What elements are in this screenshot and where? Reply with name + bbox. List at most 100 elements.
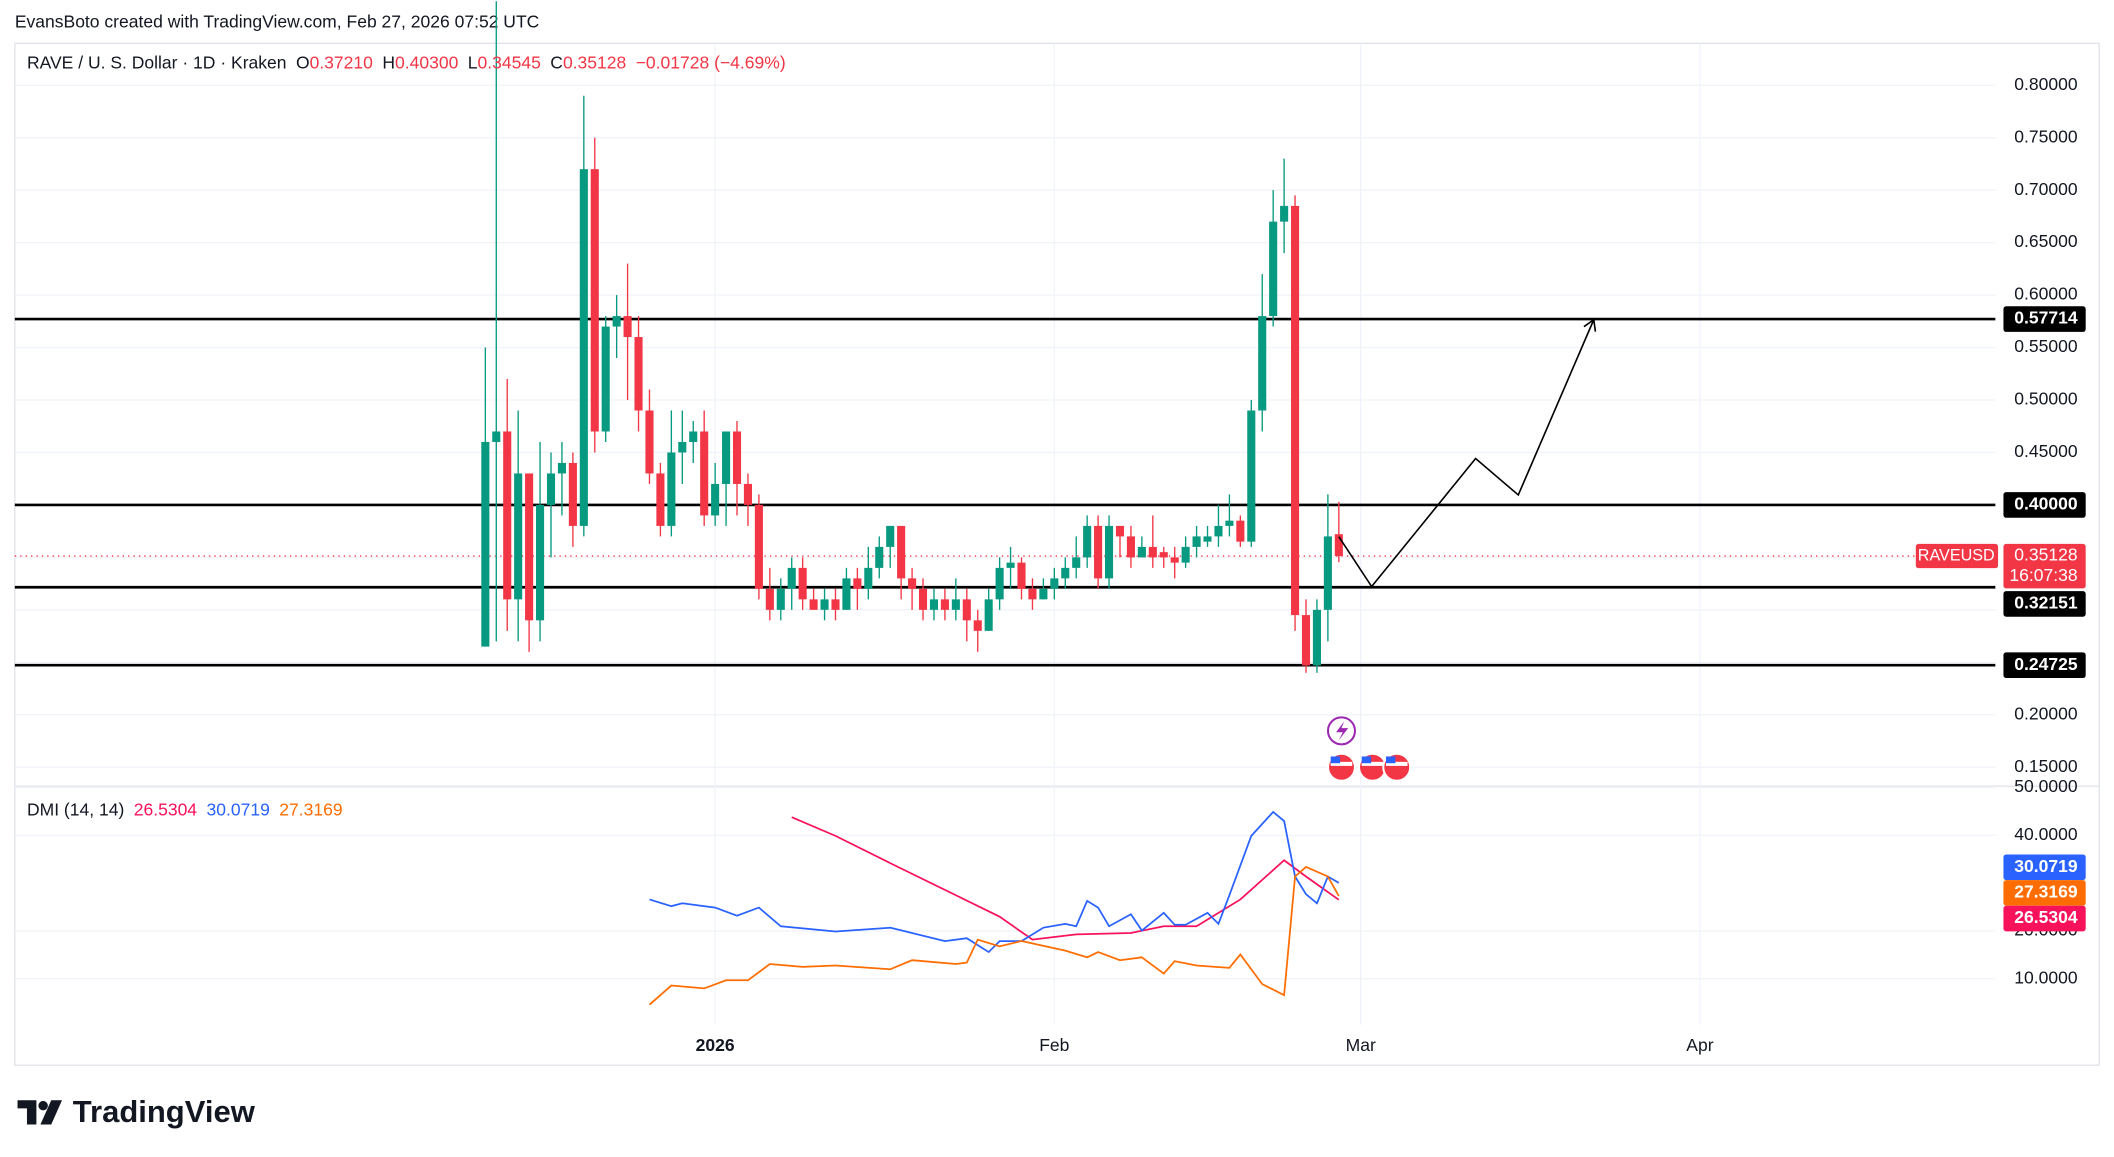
symbol-title: RAVE / U. S. Dollar · 1D · Kraken (27, 52, 287, 72)
candle-body (1094, 525, 1103, 579)
symbol-legend: RAVE / U. S. Dollar · 1D · Kraken O0.3721… (27, 52, 786, 72)
candle-body (886, 525, 895, 547)
candle-body (743, 483, 752, 505)
ohlc-value: 0.37210 (310, 52, 374, 72)
candle-body (1225, 520, 1234, 526)
candle-body (711, 483, 720, 516)
candle-body (536, 504, 545, 621)
dmi-legend-value: 26.5304 (134, 799, 198, 819)
candle-body (754, 504, 763, 589)
candle-body (1323, 536, 1332, 610)
candle-body (546, 473, 556, 505)
logo-mark (17, 1100, 63, 1125)
y-tick-label: 0.75000 (2014, 126, 2078, 146)
ohlc-key: H (382, 52, 395, 72)
candle-body (973, 620, 982, 631)
dmi-value-box (2003, 880, 2086, 906)
change-value: −0.01728 (−4.69%) (636, 52, 786, 72)
credit: EvansBoto created with TradingView.com, … (15, 12, 539, 32)
projection-path (1338, 319, 1595, 588)
dmi-value-box (2003, 905, 2086, 932)
flag-stripe (1385, 761, 1408, 766)
candle-body (908, 578, 917, 589)
candle-body (514, 473, 523, 600)
dmi-line (648, 865, 1340, 1006)
y-tick-label: 0.65000 (2014, 231, 2078, 251)
candle-body (1159, 552, 1168, 558)
candle-body (897, 525, 906, 579)
y-tick-label: 50.0000 (2014, 776, 2078, 796)
candle-body (1050, 578, 1059, 589)
candle-body (864, 567, 873, 589)
ohlc-key: C (550, 52, 563, 72)
flag-canton (1330, 756, 1341, 764)
level-label-box (2003, 306, 2086, 332)
candle-body (1203, 536, 1212, 542)
y-tick-label: 0.50000 (2014, 389, 2078, 409)
candle-body (732, 431, 742, 484)
candle-body (1236, 520, 1245, 542)
y-tick-label: 0.60000 (2014, 284, 2078, 304)
candle-body (1115, 525, 1125, 537)
dmi-value-label: 30.0719 (2014, 856, 2078, 876)
logo[interactable]: TradingView (17, 1094, 256, 1129)
dmi-legend-value: 30.0719 (207, 799, 270, 819)
dmi-line (649, 810, 1340, 954)
candle-body (831, 599, 840, 610)
candle-body (875, 546, 884, 568)
x-tick-label: 2026 (696, 1035, 735, 1055)
candle-body (678, 441, 687, 453)
candle-body (1061, 567, 1070, 579)
candle-body (776, 588, 785, 610)
dmi-legend: DMI (14, 14) 26.5304 30.0719 27.3169 (27, 799, 343, 819)
ticker-label: RAVEUSD (1918, 546, 1995, 564)
candle-body (1148, 546, 1157, 558)
candle-body (481, 441, 490, 647)
flag-icons[interactable] (1326, 752, 1412, 782)
candle-body (525, 473, 534, 621)
candle-body (667, 452, 676, 526)
candle-body (623, 316, 632, 338)
x-tick-label: Mar (1346, 1035, 1376, 1055)
candle-body (853, 578, 862, 589)
candle-body (1280, 205, 1289, 222)
y-tick-label: 0.45000 (2014, 441, 2078, 461)
ticker-box (1915, 543, 1999, 569)
candle-body (689, 431, 698, 442)
x-tick-label: Apr (1686, 1035, 1713, 1055)
y-tick-label: 0.70000 (2014, 179, 2078, 199)
candle-body (1312, 609, 1321, 666)
level-label: 0.57714 (2014, 308, 2078, 328)
level-label-box (2003, 492, 2086, 518)
last-price-label: 0.35128 (2014, 545, 2077, 565)
lightning-icon (1336, 721, 1349, 741)
level-label-box (2003, 591, 2086, 617)
dmi-title: DMI (14, 14) (27, 799, 124, 819)
ohlc-value: 0.35128 (563, 52, 626, 72)
candle-body (940, 599, 949, 610)
candle-body (1083, 525, 1092, 558)
flag-canton (1385, 756, 1396, 764)
candle-body (929, 599, 939, 610)
candle-body (1301, 615, 1311, 666)
level-label: 0.32151 (2014, 593, 2078, 613)
candle-body (1039, 588, 1048, 600)
candle-body (557, 462, 566, 474)
candle-body (1126, 536, 1135, 558)
candle-body (962, 599, 971, 621)
candle-body (700, 431, 709, 516)
candle-body (1006, 562, 1015, 568)
candle-body (1214, 525, 1223, 537)
candle-body (601, 326, 610, 432)
candle-body (1192, 536, 1201, 547)
candle-body (492, 431, 501, 442)
ohlc-value: 0.34545 (478, 52, 541, 72)
y-tick-label: 0.15000 (2014, 756, 2078, 776)
candle-body (1072, 557, 1081, 568)
ohlc-value: 0.40300 (395, 52, 459, 72)
x-tick-label: Feb (1039, 1035, 1069, 1055)
y-tick-label: 0.55000 (2014, 336, 2078, 356)
level-label-box (2003, 652, 2086, 679)
candle-body (995, 567, 1004, 600)
y-tick-label: 0.20000 (2014, 703, 2078, 723)
